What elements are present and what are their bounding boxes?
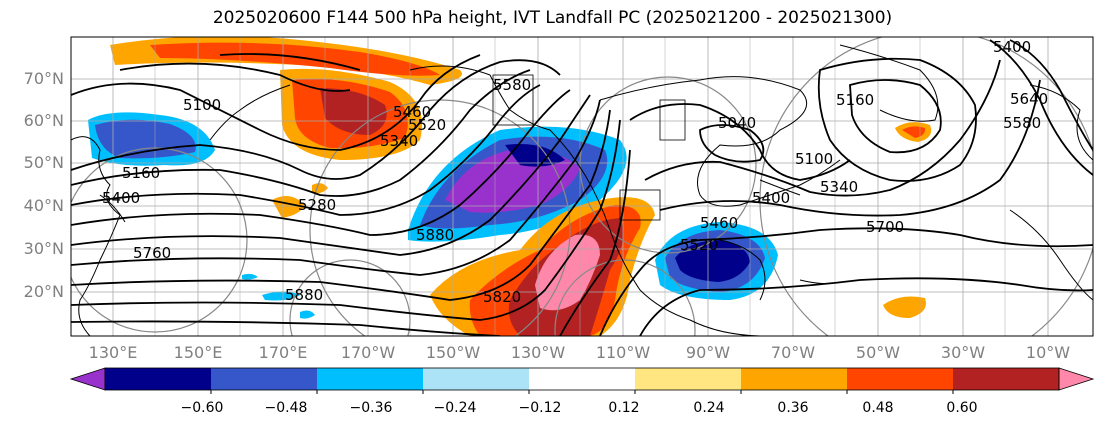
lon-label: 30°W (940, 343, 986, 362)
contour-label: 5520 (680, 236, 718, 254)
contour-label: 5160 (122, 164, 160, 182)
colorbar-tick: 0.60 (946, 400, 978, 416)
lon-label: 150°W (425, 343, 481, 362)
colorbar-tick: 0.36 (777, 400, 809, 416)
contour-label: 5100 (795, 150, 833, 168)
colorbar-tick: −0.12 (518, 400, 562, 416)
lat-label: 70°N (23, 69, 64, 88)
contour-label: 5460 (700, 214, 738, 232)
lon-label: 90°W (685, 343, 731, 362)
contour-label: 5160 (836, 91, 874, 109)
lon-label: 130°E (88, 343, 138, 362)
lon-label: 150°E (173, 343, 223, 362)
contour-label: 5700 (866, 218, 904, 236)
contour-label: 5340 (820, 178, 858, 196)
region-boxes (492, 74, 686, 221)
lat-label: 40°N (23, 196, 64, 215)
lon-label: 10°W (1025, 343, 1071, 362)
contour-label: 5400 (102, 189, 140, 207)
colorbar-tick: −0.60 (180, 400, 224, 416)
contour-label: 5400 (993, 38, 1031, 56)
colorbar-tick: 0.12 (608, 400, 640, 416)
lon-label: 50°W (855, 343, 901, 362)
contour-label: 5520 (408, 116, 446, 134)
contour-label: 5460 (393, 103, 431, 121)
contour-label: 5100 (183, 96, 221, 114)
map-title: 2025020600 F144 500 hPa height, IVT Land… (212, 8, 893, 28)
contour-label: 5880 (416, 226, 454, 244)
contour-label: 5280 (298, 196, 336, 214)
lon-label: 110°W (595, 343, 651, 362)
contour-label: 5580 (493, 76, 531, 94)
lat-label: 30°N (23, 239, 64, 258)
lon-label: 170°E (258, 343, 308, 362)
coastlines (71, 44, 1093, 336)
height-contours (71, 39, 1093, 336)
graticule (71, 37, 1093, 336)
lat-label: 60°N (23, 111, 64, 130)
lon-label: 70°W (770, 343, 816, 362)
colorbar-tick: 0.48 (862, 400, 894, 416)
colorbar-tick: 0.24 (693, 400, 725, 416)
lon-label: 130°W (510, 343, 566, 362)
contour-label: 5760 (133, 244, 171, 262)
contour-label: 5580 (1003, 114, 1041, 132)
contour-label: 5400 (752, 189, 790, 207)
lat-label: 20°N (23, 282, 64, 301)
lon-label: 170°W (340, 343, 396, 362)
colorbar-tick: −0.48 (264, 400, 308, 416)
ivt-shading (88, 37, 932, 336)
contour-label: 5880 (285, 286, 323, 304)
colorbar-tick: −0.24 (433, 400, 477, 416)
contour-label: 5040 (718, 114, 756, 132)
lat-label: 50°N (23, 153, 64, 172)
contour-label: 5340 (380, 132, 418, 150)
contour-label: 5640 (1010, 90, 1048, 108)
contour-label: 5820 (483, 288, 521, 306)
contour-labels: 5100 5160 5400 5760 5880 5280 5820 5580 … (102, 38, 1048, 306)
colorbar-tick: −0.36 (349, 400, 393, 416)
